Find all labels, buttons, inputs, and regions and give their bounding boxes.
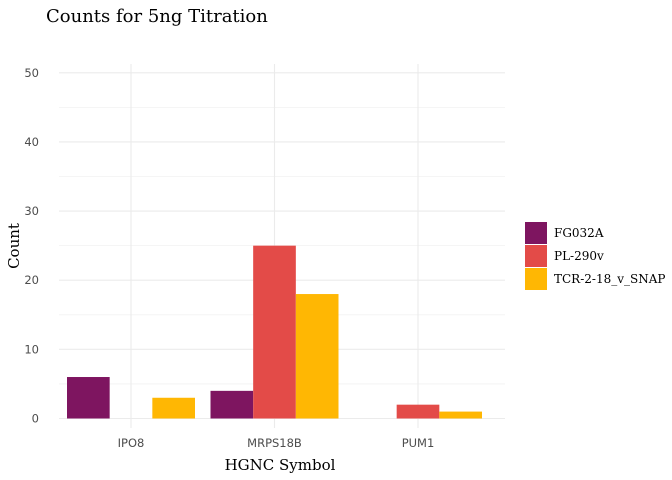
x-tick-label: MRPS18B xyxy=(247,436,302,450)
x-tick-label: IPO8 xyxy=(118,436,145,450)
x-axis-ticks: IPO8 MRPS18B PUM1 xyxy=(118,436,435,450)
y-axis-ticks: 0 10 20 30 40 50 xyxy=(24,66,39,426)
y-axis-title: Count xyxy=(5,223,23,269)
legend-label: FG032A xyxy=(554,226,604,240)
chart-title: Counts for 5ng Titration xyxy=(46,6,268,27)
legend-key xyxy=(525,222,547,244)
bar-ipo8-fg032a xyxy=(67,377,110,419)
y-tick-label: 0 xyxy=(32,412,39,426)
y-tick-label: 10 xyxy=(24,342,39,356)
legend: FG032A PL-290v TCR-2-18_v_SNAP xyxy=(525,222,665,290)
y-tick-label: 20 xyxy=(24,273,39,287)
x-axis-title: HGNC Symbol xyxy=(225,456,336,474)
legend-key xyxy=(525,245,547,267)
legend-label: PL-290v xyxy=(554,249,604,263)
bars xyxy=(67,245,482,419)
y-tick-label: 40 xyxy=(24,135,39,149)
legend-label: TCR-2-18_v_SNAP xyxy=(554,272,665,286)
bar-mrps18b-tcr-2-18-v-snap xyxy=(295,294,339,419)
bar-ipo8-tcr-2-18-v-snap xyxy=(152,397,195,419)
y-tick-label: 30 xyxy=(24,204,39,218)
bar-mrps18b-fg032a xyxy=(210,390,254,419)
bar-pum1-pl-290v xyxy=(396,404,440,419)
x-tick-label: PUM1 xyxy=(402,436,435,450)
bar-mrps18b-pl-290v xyxy=(253,245,296,419)
legend-key xyxy=(525,268,547,290)
bar-pum1-tcr-2-18-v-snap xyxy=(439,411,482,419)
y-tick-label: 50 xyxy=(24,66,39,80)
